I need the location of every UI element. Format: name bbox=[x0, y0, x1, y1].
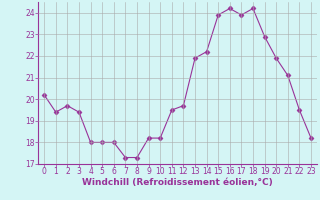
X-axis label: Windchill (Refroidissement éolien,°C): Windchill (Refroidissement éolien,°C) bbox=[82, 178, 273, 187]
